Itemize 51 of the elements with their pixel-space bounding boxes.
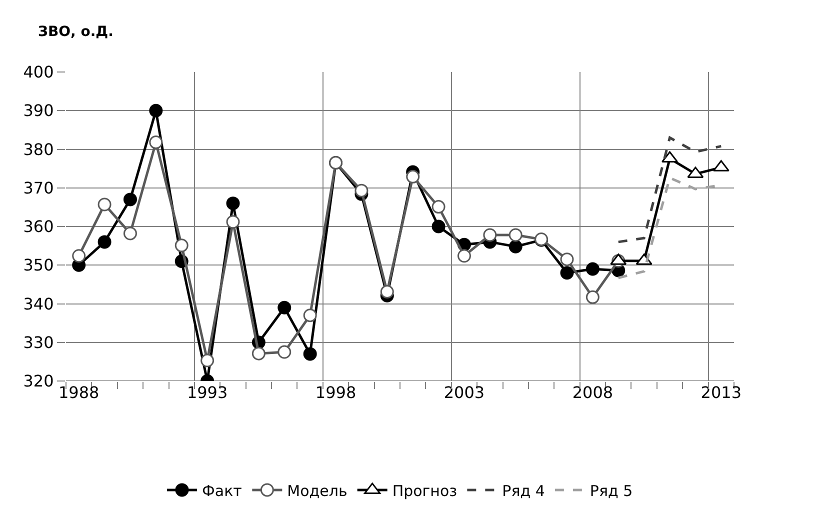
point	[98, 198, 112, 212]
point	[174, 238, 188, 252]
point	[149, 104, 163, 118]
point	[123, 226, 137, 240]
x-tick-label: 2003	[444, 383, 485, 402]
point	[278, 300, 292, 314]
point	[354, 184, 368, 198]
point	[508, 240, 522, 254]
y-tick-label: 320	[23, 372, 54, 391]
x-tick-label: 2008	[572, 383, 614, 402]
legend-label: Ряд 4	[502, 482, 545, 500]
point	[226, 196, 240, 210]
legend-label: Модель	[287, 482, 348, 500]
point	[560, 266, 574, 280]
point	[586, 290, 600, 304]
x-tick-label: 1998	[315, 383, 356, 402]
point	[303, 308, 317, 322]
point	[303, 347, 317, 361]
y-tick-label: 380	[23, 140, 54, 159]
point	[72, 249, 86, 263]
point	[483, 228, 497, 242]
point	[200, 354, 214, 368]
point	[252, 346, 266, 360]
x-tick-label: 1993	[186, 383, 228, 402]
point	[560, 252, 574, 266]
point	[123, 192, 137, 206]
point	[586, 262, 600, 276]
point	[149, 136, 163, 150]
y-tick-label: 390	[23, 101, 54, 120]
legend-label: Прогноз	[392, 482, 458, 500]
x-tick-label: 2013	[700, 383, 742, 402]
y-tick-label: 370	[23, 178, 54, 198]
point	[432, 200, 446, 214]
point	[432, 220, 446, 234]
legend-label: Факт	[202, 482, 242, 500]
point	[98, 235, 112, 249]
y-tick-label: 360	[23, 217, 54, 236]
point	[226, 215, 240, 229]
y-tick-label: 400	[23, 62, 54, 82]
point	[380, 285, 394, 299]
point	[406, 170, 420, 184]
point	[508, 228, 522, 242]
y-tick-label: 330	[23, 332, 54, 352]
y-axis-title: ЗВО, о.Д.	[38, 24, 114, 40]
x-tick-label: 1988	[58, 383, 100, 402]
line-series	[617, 136, 722, 244]
point	[278, 345, 292, 359]
point	[457, 249, 471, 263]
legend-label: Ряд 5	[590, 482, 633, 500]
y-tick-label: 340	[23, 294, 54, 314]
y-tick-label: 350	[23, 256, 54, 275]
